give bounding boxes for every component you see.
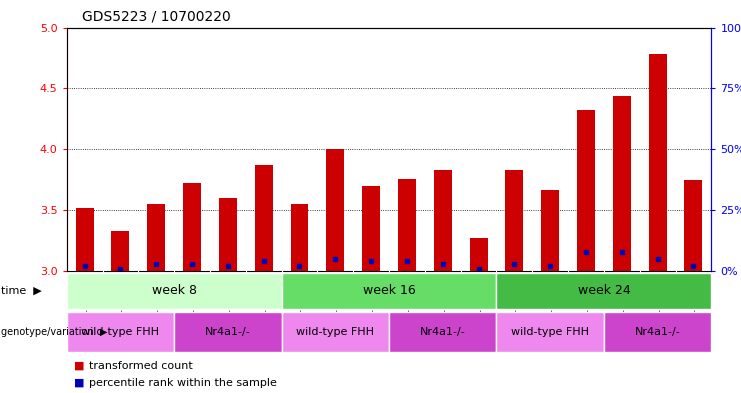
Bar bbox=[282, 273, 496, 309]
Bar bbox=[183, 184, 201, 271]
Bar bbox=[282, 312, 389, 352]
Text: ■: ■ bbox=[74, 361, 84, 371]
Bar bbox=[398, 178, 416, 271]
Text: wild-type FHH: wild-type FHH bbox=[82, 327, 159, 337]
Bar bbox=[76, 208, 93, 271]
Text: genotype/variation  ▶: genotype/variation ▶ bbox=[1, 327, 107, 337]
Text: wild-type FHH: wild-type FHH bbox=[296, 327, 374, 337]
Bar bbox=[219, 198, 237, 271]
Bar bbox=[496, 312, 604, 352]
Text: time  ▶: time ▶ bbox=[1, 286, 41, 296]
Bar bbox=[541, 189, 559, 271]
Bar bbox=[496, 273, 711, 309]
Bar bbox=[613, 96, 631, 271]
Bar bbox=[255, 165, 273, 271]
Bar bbox=[111, 231, 130, 271]
Text: week 24: week 24 bbox=[577, 284, 631, 298]
Bar bbox=[67, 312, 174, 352]
Bar bbox=[648, 54, 667, 271]
Text: week 8: week 8 bbox=[152, 284, 196, 298]
Bar bbox=[67, 273, 282, 309]
Text: week 16: week 16 bbox=[362, 284, 416, 298]
Text: Nr4a1-/-: Nr4a1-/- bbox=[420, 327, 465, 337]
Bar bbox=[685, 180, 702, 271]
Bar bbox=[326, 149, 345, 271]
Text: Nr4a1-/-: Nr4a1-/- bbox=[635, 327, 680, 337]
Bar bbox=[505, 170, 523, 271]
Text: Nr4a1-/-: Nr4a1-/- bbox=[205, 327, 250, 337]
Bar bbox=[389, 312, 496, 352]
Text: GDS5223 / 10700220: GDS5223 / 10700220 bbox=[82, 10, 230, 24]
Bar bbox=[147, 204, 165, 271]
Bar bbox=[174, 312, 282, 352]
Bar bbox=[604, 312, 711, 352]
Bar bbox=[470, 238, 488, 271]
Bar bbox=[362, 186, 380, 271]
Text: transformed count: transformed count bbox=[89, 361, 193, 371]
Text: percentile rank within the sample: percentile rank within the sample bbox=[89, 378, 277, 388]
Text: ■: ■ bbox=[74, 378, 84, 388]
Bar bbox=[290, 204, 308, 271]
Bar bbox=[433, 170, 452, 271]
Text: wild-type FHH: wild-type FHH bbox=[511, 327, 589, 337]
Bar bbox=[577, 110, 595, 271]
